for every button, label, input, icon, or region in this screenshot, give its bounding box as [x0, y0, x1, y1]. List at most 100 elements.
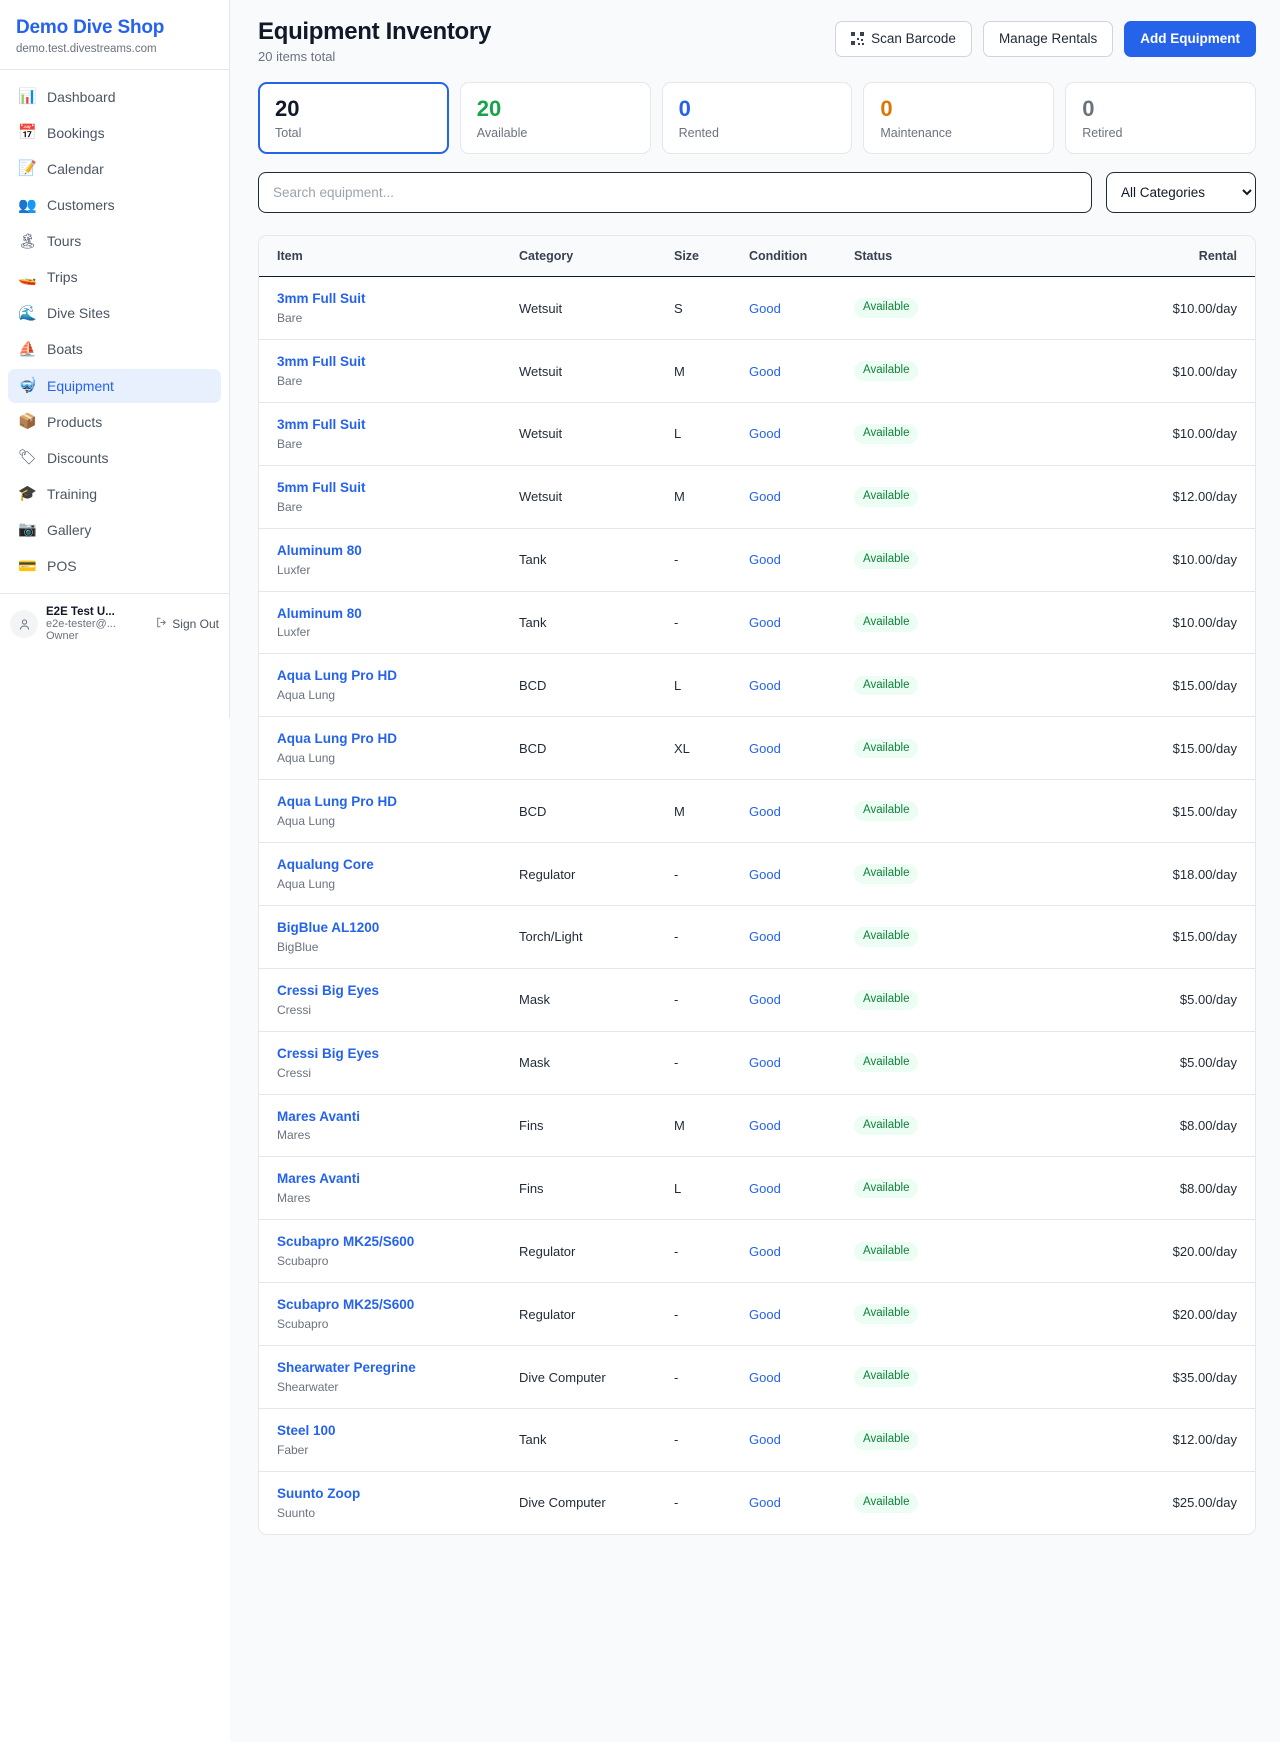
- condition-link[interactable]: Good: [749, 489, 781, 505]
- cell-rental: $12.00/day: [974, 1408, 1255, 1472]
- item-name-link[interactable]: Aqualung Core: [277, 857, 374, 873]
- table-row[interactable]: Mares Avanti Mares Fins L Good Available $8.00…: [259, 1156, 1255, 1221]
- stat-card-maintenance[interactable]: 0 Maintenance: [863, 82, 1055, 155]
- item-name-link[interactable]: Shearwater Peregrine: [277, 1360, 416, 1376]
- item-name-link[interactable]: Aluminum 80: [277, 542, 362, 558]
- table-row[interactable]: 3mm Full Suit Bare Wetsuit L Good Available $1…: [259, 402, 1255, 466]
- condition-link[interactable]: Good: [749, 300, 781, 316]
- brand-header[interactable]: Demo Dive Shop demo.test.divestreams.com: [0, 0, 229, 70]
- item-brand: Bare: [277, 373, 303, 388]
- condition-link[interactable]: Good: [749, 1369, 781, 1385]
- table-row[interactable]: Aluminum 80 Luxfer Tank - Good Available $10.0…: [259, 528, 1255, 592]
- item-name-link[interactable]: Mares Avanti: [277, 1171, 361, 1187]
- stat-card-rented[interactable]: 0 Rented: [661, 82, 853, 155]
- item-name-link[interactable]: Cressi Big Eyes: [277, 1045, 380, 1061]
- table-row[interactable]: Aluminum 80 Luxfer Tank - Good Available $10.0…: [259, 591, 1255, 655]
- table-row[interactable]: Cressi Big Eyes Cressi Mask - Good Available $…: [259, 1031, 1255, 1095]
- column-header-item[interactable]: Item: [259, 236, 509, 278]
- column-header-condition[interactable]: Condition: [739, 236, 844, 278]
- item-name-link[interactable]: Mares Avanti: [277, 1108, 361, 1124]
- cell-status: Available: [844, 465, 974, 529]
- table-row[interactable]: Scubapro MK25/S600 Scubapro Regulator - Good…: [259, 1219, 1255, 1284]
- column-header-category[interactable]: Category: [509, 236, 664, 278]
- item-name-link[interactable]: 5mm Full Suit: [277, 479, 366, 495]
- sidebar-item-discounts[interactable]: 🏷 Discounts: [8, 441, 221, 475]
- sidebar-item-pos[interactable]: 💳 POS: [8, 549, 221, 583]
- sign-out-button[interactable]: Sign Out: [155, 616, 219, 632]
- table-row[interactable]: Suunto Zoop Suunto Dive Computer - Good Avail…: [259, 1471, 1255, 1533]
- sidebar-item-calendar[interactable]: 📝 Calendar: [8, 152, 221, 186]
- sidebar-item-dashboard[interactable]: 📊 Dashboard: [8, 80, 221, 114]
- scan-barcode-button[interactable]: Scan Barcode: [835, 21, 972, 57]
- table-row[interactable]: Cressi Big Eyes Cressi Mask - Good Available $…: [259, 968, 1255, 1032]
- condition-link[interactable]: Good: [749, 1118, 781, 1133]
- manage-rentals-button[interactable]: Manage Rentals: [982, 21, 1114, 57]
- table-row[interactable]: Aqua Lung Pro HD Aqua Lung BCD XL Good Availa…: [259, 716, 1255, 781]
- table-row[interactable]: Mares Avanti Mares Fins M Good Available $8.00…: [259, 1094, 1255, 1158]
- condition-link[interactable]: Good: [749, 803, 781, 819]
- condition-link[interactable]: Good: [749, 615, 781, 630]
- status-badge: Available: [854, 549, 919, 570]
- table-row[interactable]: Aqua Lung Pro HD Aqua Lung BCD L Good Availab…: [259, 653, 1255, 718]
- item-name-link[interactable]: Aluminum 80: [277, 605, 362, 621]
- sidebar-item-gallery[interactable]: 📷 Gallery: [8, 513, 221, 547]
- stat-card-total[interactable]: 20 Total: [258, 82, 449, 155]
- column-header-status[interactable]: Status: [844, 236, 974, 278]
- item-name-link[interactable]: Scubapro MK25/S600: [277, 1297, 415, 1313]
- status-badge: Available: [854, 927, 919, 947]
- column-header-size[interactable]: Size: [664, 236, 739, 278]
- category-filter-select[interactable]: All Categories: [1106, 172, 1256, 214]
- sidebar-item-trips[interactable]: 🚤 Trips: [8, 260, 221, 294]
- sidebar-item-products[interactable]: 📦 Products: [8, 405, 221, 439]
- item-name-link[interactable]: Aqua Lung Pro HD: [277, 668, 397, 684]
- item-name-link[interactable]: BigBlue AL1200: [277, 919, 380, 935]
- condition-link[interactable]: Good: [749, 677, 781, 693]
- item-brand: Aqua Lung: [277, 751, 336, 766]
- item-name-link[interactable]: 3mm Full Suit: [277, 291, 366, 307]
- cell-status: Available: [844, 1156, 974, 1221]
- item-name-link[interactable]: Cressi Big Eyes: [277, 982, 380, 998]
- sidebar-item-equipment[interactable]: 🤿 Equipment: [8, 368, 221, 403]
- sidebar-item-dive-sites[interactable]: 🌊 Dive Sites: [8, 296, 221, 330]
- item-name-link[interactable]: Scubapro MK25/S600: [277, 1234, 415, 1250]
- condition-link[interactable]: Good: [749, 1055, 781, 1071]
- table-row[interactable]: Steel 100 Faber Tank - Good Available $12.00/d…: [259, 1408, 1255, 1472]
- add-equipment-button[interactable]: Add Equipment: [1124, 21, 1256, 57]
- item-name-link[interactable]: Steel 100: [277, 1422, 336, 1438]
- condition-link[interactable]: Good: [749, 426, 781, 442]
- table-row[interactable]: Aqualung Core Aqua Lung Regulator - Good Avai…: [259, 842, 1255, 906]
- item-name-link[interactable]: Aqua Lung Pro HD: [277, 794, 397, 810]
- sidebar-item-tours[interactable]: 🏝 Tours: [8, 224, 221, 258]
- condition-link[interactable]: Good: [749, 866, 781, 882]
- condition-link[interactable]: Good: [749, 1495, 781, 1511]
- search-input[interactable]: [258, 172, 1092, 214]
- barcode-icon: [851, 32, 865, 46]
- table-row[interactable]: BigBlue AL1200 BigBlue Torch/Light - Good Ava…: [259, 905, 1255, 969]
- sidebar-item-boats[interactable]: ⛵ Boats: [8, 332, 221, 366]
- condition-link[interactable]: Good: [749, 992, 781, 1008]
- condition-link[interactable]: Good: [749, 1432, 781, 1448]
- stat-card-retired[interactable]: 0 Retired: [1065, 82, 1256, 155]
- condition-link[interactable]: Good: [749, 552, 781, 568]
- sidebar-item-bookings[interactable]: 📅 Bookings: [8, 116, 221, 150]
- condition-link[interactable]: Good: [749, 363, 781, 379]
- item-name-link[interactable]: Aqua Lung Pro HD: [277, 731, 397, 747]
- condition-link[interactable]: Good: [749, 740, 781, 756]
- table-row[interactable]: 5mm Full Suit Bare Wetsuit M Good Available $1…: [259, 465, 1255, 529]
- condition-link[interactable]: Good: [749, 1243, 781, 1259]
- table-row[interactable]: Shearwater Peregrine Shearwater Dive Compu…: [259, 1345, 1255, 1409]
- table-row[interactable]: 3mm Full Suit Bare Wetsuit M Good Available $1…: [259, 339, 1255, 403]
- table-row[interactable]: Scubapro MK25/S600 Scubapro Regulator - Good…: [259, 1282, 1255, 1347]
- condition-link[interactable]: Good: [749, 1180, 781, 1196]
- table-row[interactable]: 3mm Full Suit Bare Wetsuit S Good Available $1…: [259, 276, 1255, 341]
- item-name-link[interactable]: 3mm Full Suit: [277, 416, 366, 432]
- column-header-rental[interactable]: Rental: [974, 236, 1255, 278]
- sidebar-item-training[interactable]: 🎓 Training: [8, 477, 221, 511]
- item-name-link[interactable]: 3mm Full Suit: [277, 354, 366, 370]
- condition-link[interactable]: Good: [749, 1306, 781, 1322]
- table-row[interactable]: Aqua Lung Pro HD Aqua Lung BCD M Good Availab…: [259, 779, 1255, 844]
- sidebar-item-customers[interactable]: 👥 Customers: [8, 188, 221, 222]
- stat-card-available[interactable]: 20 Available: [459, 82, 651, 155]
- item-name-link[interactable]: Suunto Zoop: [277, 1485, 361, 1501]
- condition-link[interactable]: Good: [749, 929, 781, 945]
